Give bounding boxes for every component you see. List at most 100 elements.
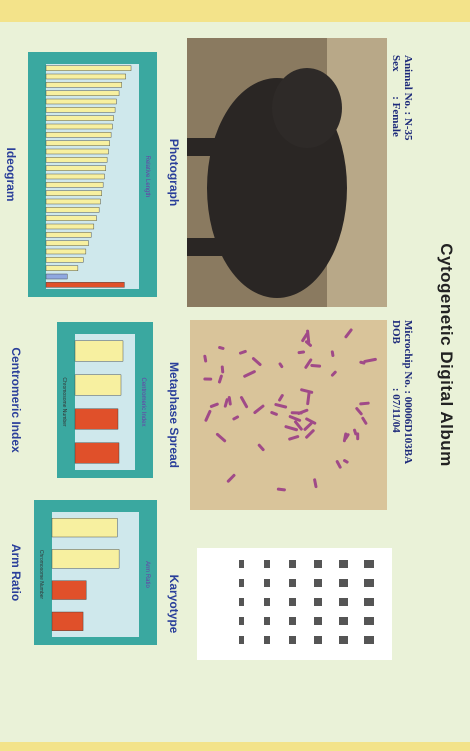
bar (74, 442, 120, 464)
chromosome (238, 349, 247, 355)
chromosome (310, 363, 322, 368)
karyotype-pair (364, 617, 374, 625)
ideogram-chart: Relative Length (28, 52, 157, 297)
karyotype-pair (289, 617, 296, 625)
bar (51, 549, 120, 569)
karyotype-pair (314, 636, 322, 644)
plot-bg (52, 512, 139, 637)
chromosome (344, 328, 353, 339)
chromosome (270, 411, 278, 416)
plot-bg (75, 334, 135, 470)
karyotype-pair (289, 579, 296, 587)
metaphase-caption: Metaphase Spread (167, 361, 181, 469)
chart-title: Relative Length (144, 156, 150, 198)
karyotype-pair (339, 636, 348, 644)
chromosome (363, 357, 377, 363)
arm-ratio-chart: Arm Ratio Chromosome Number (34, 500, 157, 645)
chromosome (335, 460, 342, 469)
chromosome (297, 408, 309, 415)
centromeric-chart: Centromeric Index Chromosome Number (57, 322, 153, 478)
metaphase-image (190, 320, 387, 510)
chromosome (203, 354, 208, 363)
bar (45, 207, 100, 213)
karyotype-pair (314, 617, 322, 625)
chromosome (288, 415, 302, 422)
chromosome (304, 358, 313, 369)
microchip: Microchip No. : 00006D103BA (402, 320, 414, 465)
chromosome (306, 329, 311, 344)
arm-ratio-caption: Arm Ratio (9, 543, 23, 602)
chromosome (251, 357, 262, 367)
chromosome (274, 403, 288, 409)
karyotype-caption: Karyotype (167, 574, 181, 634)
karyotype-pair (314, 598, 322, 606)
chromosome (304, 340, 312, 347)
bar (45, 223, 95, 230)
chromosome (253, 404, 265, 415)
chromosome (223, 398, 229, 408)
title: Cytogenetic Digital Album (437, 243, 456, 467)
karyotype-pair (264, 560, 270, 568)
chromosome (203, 377, 213, 381)
karyotype-pair (239, 636, 244, 644)
centromeric-caption: Centromeric Index (9, 347, 23, 453)
chromosome (278, 394, 284, 402)
bar (45, 73, 126, 80)
karyotype-pair (239, 617, 244, 625)
karyotype-pair (339, 617, 348, 625)
bar (45, 65, 132, 71)
bar (45, 265, 79, 271)
axis-label: Chromosome Number (38, 550, 44, 600)
chromosome (226, 473, 236, 483)
chromosome (218, 345, 225, 350)
dob: DOB : 07/11/04 (390, 320, 402, 433)
bar (45, 232, 92, 238)
chromosome (359, 360, 366, 365)
chromosome (209, 402, 219, 408)
bar (45, 273, 68, 280)
chromosome (204, 409, 212, 422)
chromosome (297, 350, 306, 355)
sex: Sex : Female (390, 55, 402, 137)
bar (51, 611, 84, 631)
karyotype-pair (364, 636, 374, 644)
bar (45, 190, 102, 196)
bar (45, 173, 105, 180)
chromosome (353, 428, 358, 436)
bar (74, 408, 119, 430)
karyotype-pair (239, 598, 244, 606)
chromosome (344, 433, 350, 440)
axis-label: Chromosome Number (61, 377, 67, 427)
karyotype-pair (289, 598, 296, 606)
bar (74, 374, 122, 396)
bar (45, 115, 114, 121)
karyotype-pair (264, 636, 270, 644)
bar (45, 240, 89, 246)
bar (45, 98, 117, 105)
bar (51, 518, 118, 538)
karyotype-pair (339, 560, 348, 568)
chromosome (232, 415, 240, 421)
bar (45, 123, 113, 130)
karyotype-pair (364, 560, 374, 568)
chromosome (305, 429, 315, 439)
bar (45, 248, 87, 255)
karyotype-pair (289, 560, 296, 568)
karyotype-pair (364, 579, 374, 587)
chart-title: Arm Ratio (144, 561, 150, 588)
chromosome (257, 443, 265, 452)
animal-no: Animal No. : N-35 (402, 55, 414, 141)
karyotype-image (197, 548, 392, 660)
chromosome (305, 417, 317, 425)
photograph-caption: Photograph (167, 138, 181, 207)
bar (45, 90, 120, 96)
chromosome (278, 362, 284, 369)
bar (45, 215, 97, 221)
chromosome (355, 407, 363, 416)
karyotype-pair (264, 598, 270, 606)
bar (45, 148, 109, 155)
chromosome (306, 391, 311, 406)
karyotype-pair (289, 636, 296, 644)
